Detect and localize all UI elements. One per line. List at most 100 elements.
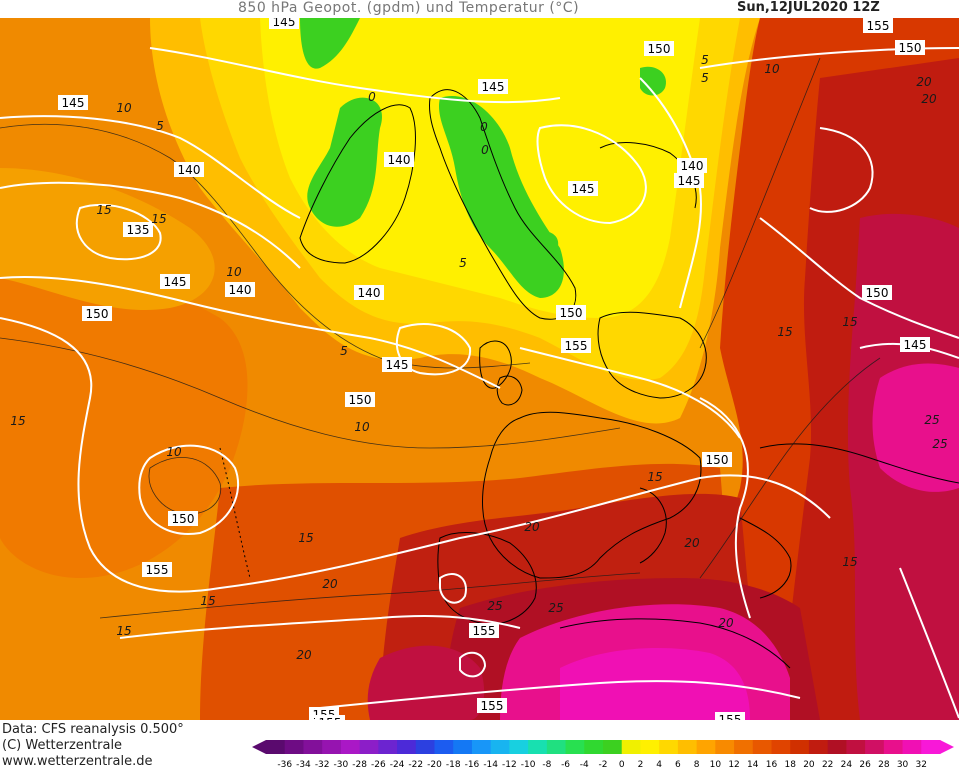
colorbar-swatch — [734, 740, 754, 754]
colorbar-swatch — [790, 740, 810, 754]
colorbar-swatch — [659, 740, 679, 754]
temperature-label: 5 — [701, 53, 709, 67]
colorbar-tick-label: -16 — [465, 760, 480, 770]
colorbar-tick-label: -28 — [352, 760, 367, 770]
geopotential-label: 145 — [58, 95, 88, 110]
colorbar-tick-label: 26 — [859, 760, 871, 770]
svg-text:150: 150 — [899, 41, 922, 55]
colorbar-tick-label: 30 — [897, 760, 909, 770]
colorbar-swatch — [752, 740, 772, 754]
colorbar-swatch — [808, 740, 829, 754]
geopotential-label: 145 — [900, 337, 930, 352]
geopotential-label: 145 — [382, 357, 412, 372]
chart-title: 850 hPa Geopot. (gpdm) und Temperatur (°… — [238, 0, 580, 16]
temperature-label: 20 — [524, 520, 540, 534]
svg-text:145: 145 — [164, 275, 187, 289]
colorbar-tick-label: 2 — [638, 760, 644, 770]
temperature-label: 15 — [10, 414, 25, 428]
colorbar-swatch — [322, 740, 342, 754]
colorbar-swatch — [584, 740, 604, 754]
temperature-label: 20 — [921, 92, 937, 106]
svg-text:155: 155 — [473, 624, 496, 638]
svg-text:155: 155 — [481, 699, 504, 713]
svg-text:145: 145 — [904, 338, 927, 352]
geopotential-label: 140 — [174, 162, 204, 177]
colorbar-tick-label: 32 — [916, 760, 927, 770]
svg-text:140: 140 — [178, 163, 201, 177]
colorbar-tick-label: -34 — [296, 760, 311, 770]
weather-map: 1451451401351451401501401401451501451451… — [0, 18, 959, 720]
temperature-label: 20 — [684, 536, 700, 550]
colorbar-tick-label: 14 — [747, 760, 759, 770]
svg-text:150: 150 — [560, 306, 583, 320]
temperature-label: 15 — [200, 594, 215, 608]
coastlines — [219, 89, 959, 669]
temperature-labels: 1050151510510101515550051020151515202025… — [10, 53, 947, 662]
colorbar-swatch — [303, 740, 323, 754]
colorbar-swatch — [640, 740, 660, 754]
svg-text:155: 155 — [319, 716, 342, 720]
temperature-label: 15 — [96, 203, 111, 217]
colorbar-tick-label: -20 — [427, 760, 442, 770]
geopotential-label: 145 — [269, 18, 299, 29]
colorbar-swatch — [359, 740, 379, 754]
svg-text:145: 145 — [386, 358, 409, 372]
colorbar-swatch — [415, 740, 435, 754]
geopotential-label: 155 — [315, 715, 345, 720]
temperature-label: 25 — [932, 437, 947, 451]
geopotential-label: 145 — [674, 173, 704, 188]
svg-text:140: 140 — [229, 283, 252, 297]
colorbar-swatch — [921, 740, 941, 754]
geopotential-label: 140 — [354, 285, 384, 300]
geopotential-label: 150 — [345, 392, 375, 407]
colorbar-swatch — [715, 740, 735, 754]
colorbar-tick-label: -22 — [408, 760, 423, 770]
colorbar-swatch — [340, 740, 361, 754]
colorbar-max-arrow — [940, 740, 954, 754]
colorbar-tick-label: 4 — [656, 760, 662, 770]
colorbar-tick-label: -10 — [521, 760, 536, 770]
temperature-label: 15 — [151, 212, 166, 226]
colorbar-swatch — [453, 740, 473, 754]
colorbar-tick-label: -6 — [561, 760, 570, 770]
geopotential-label: 150 — [895, 40, 925, 55]
svg-text:140: 140 — [388, 153, 411, 167]
geopotential-label: 155 — [561, 338, 591, 353]
geopotential-label: 140 — [225, 282, 255, 297]
colorbar-swatch — [865, 740, 885, 754]
temperature-label: 5 — [459, 256, 467, 270]
colorbar-swatch — [621, 740, 641, 754]
geopotential-label: 150 — [168, 511, 198, 526]
temperature-label: 10 — [226, 265, 242, 279]
svg-text:145: 145 — [678, 174, 701, 188]
colorbar-tick-label: -36 — [277, 760, 292, 770]
svg-text:155: 155 — [719, 713, 742, 720]
geopotential-label: 135 — [123, 222, 153, 237]
temperature-below-zero-small-2 — [535, 231, 559, 254]
colorbar: -36 -34 -32 -30 -28 -26 -24 -22 -20 -18 -16 -14 -12-… — [252, 740, 954, 770]
temperature-below-zero-north — [300, 18, 360, 69]
temperature-label: 0 — [481, 143, 489, 157]
geopotential-label: 150 — [644, 41, 674, 56]
geopotential-labels: 1451451401351451401501401401451501451451… — [58, 18, 930, 720]
temperature-label: 5 — [156, 119, 164, 133]
svg-text:155: 155 — [146, 563, 169, 577]
temperature-label: 15 — [298, 531, 313, 545]
colorbar-tick-label: 6 — [675, 760, 681, 770]
temperature-band-30-africa — [560, 648, 750, 720]
colorbar-swatch — [266, 740, 286, 754]
colorbar-min-arrow — [252, 740, 266, 754]
temperature-label: 15 — [647, 470, 662, 484]
temperature-below-zero-greenland — [307, 97, 382, 227]
geopotential-label: 150 — [82, 306, 112, 321]
svg-text:140: 140 — [681, 159, 704, 173]
svg-text:150: 150 — [706, 453, 729, 467]
svg-text:150: 150 — [866, 286, 889, 300]
colorbar-swatch — [471, 740, 492, 754]
colorbar-swatch — [284, 740, 304, 754]
colorbar-swatch — [509, 740, 529, 754]
colorbar-tick-label: 24 — [841, 760, 853, 770]
colorbar-tick-label: -4 — [580, 760, 589, 770]
colorbar-swatch — [565, 740, 585, 754]
colorbar-tick-label: 28 — [878, 760, 890, 770]
